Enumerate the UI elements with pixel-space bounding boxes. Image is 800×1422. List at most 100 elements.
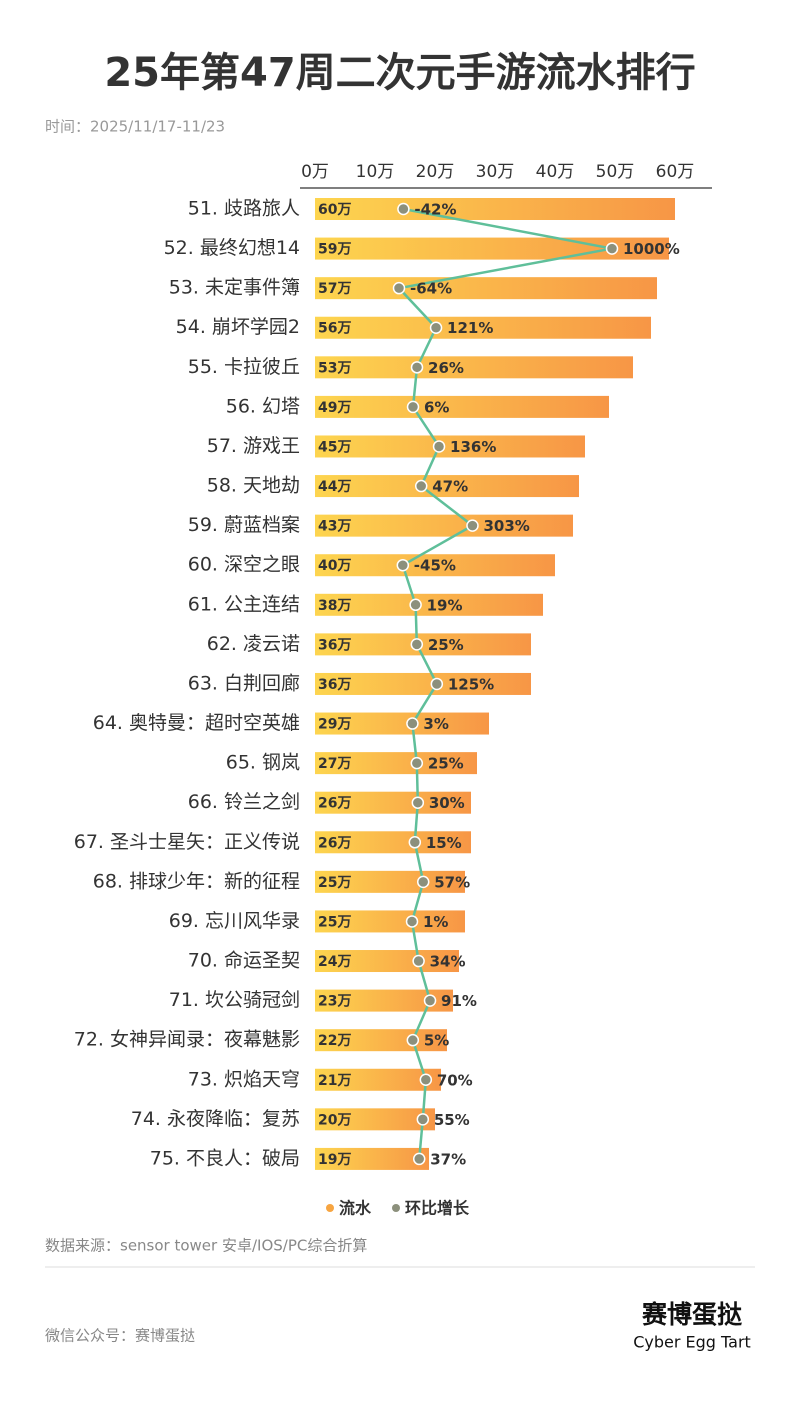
growth-point: [416, 1113, 430, 1126]
bar: [315, 831, 471, 854]
x-tick-label: 20万: [416, 162, 455, 182]
growth-point: [432, 440, 446, 453]
x-tick-label: 40万: [536, 162, 575, 182]
bar: [315, 475, 579, 498]
bar-value-label: 36万: [318, 677, 351, 693]
growth-label: 136%: [450, 438, 496, 456]
growth-label: 70%: [437, 1071, 473, 1089]
legend-label: 环比增长: [405, 1199, 470, 1218]
y-tick-label: 54. 崩坏学园2: [176, 316, 300, 338]
growth-point: [392, 281, 406, 295]
y-tick-label: 59. 蔚蓝档案: [188, 514, 300, 536]
y-tick-label: 64. 奥特曼：超时空英雄: [93, 712, 300, 734]
bar-value-label: 38万: [318, 598, 351, 614]
bar: [315, 870, 465, 893]
account: 微信公众号：赛博蛋挞: [45, 1327, 195, 1345]
legend-marker: [392, 1204, 400, 1212]
growth-point: [406, 1033, 420, 1047]
y-tick-label: 74. 永夜降临：复苏: [131, 1108, 300, 1130]
y-tick-label: 57. 游戏王: [207, 435, 300, 457]
bar-value-label: 56万: [318, 321, 351, 337]
bar-value-label: 43万: [318, 519, 351, 535]
bar-value-label: 49万: [318, 400, 351, 416]
y-tick-label: 75. 不良人：破局: [150, 1147, 300, 1169]
growth-label: 57%: [434, 873, 470, 891]
bar-value-label: 59万: [318, 242, 351, 258]
growth-point: [412, 954, 425, 968]
bar: [315, 1068, 441, 1091]
y-tick-label: 66. 铃兰之剑: [188, 791, 300, 813]
growth-label: 26%: [428, 359, 464, 377]
y-tick-label: 72. 女神异闻录：夜幕魅影: [74, 1029, 300, 1051]
growth-point: [410, 756, 424, 770]
growth-point: [466, 519, 479, 532]
growth-label: 1000%: [623, 240, 680, 258]
y-tick-label: 51. 歧路旅人: [188, 198, 300, 220]
growth-label: -45%: [414, 557, 456, 575]
growth-label: 55%: [434, 1111, 470, 1129]
bar: [315, 910, 465, 933]
bar: [315, 356, 633, 379]
y-tick-label: 70. 命运圣契: [188, 950, 300, 972]
y-tick-label: 73. 炽焰天穹: [188, 1068, 300, 1090]
bar-value-label: 19万: [318, 1152, 351, 1168]
x-tick-label: 30万: [476, 162, 515, 182]
y-tick-label: 60. 深空之眼: [188, 554, 300, 576]
growth-point: [406, 717, 419, 730]
growth-label: 6%: [424, 398, 449, 416]
y-tick-label: 61. 公主连结: [188, 593, 300, 615]
growth-label: 25%: [428, 755, 464, 773]
x-tick-label: 0万: [301, 162, 329, 182]
bar: [315, 435, 585, 458]
y-tick-label: 69. 忘川风华录: [169, 910, 300, 932]
source: 数据来源：sensor tower 安卓/IOS/PC综合折算: [45, 1237, 367, 1255]
bar: [315, 277, 657, 300]
bar: [315, 989, 453, 1012]
bar: [315, 712, 489, 735]
bar-value-label: 27万: [318, 756, 351, 772]
growth-label: -64%: [410, 280, 452, 298]
x-tick-label: 10万: [356, 162, 395, 182]
growth-label: 303%: [483, 517, 529, 535]
y-tick-label: 52. 最终幻想14: [164, 237, 300, 259]
bar-value-label: 26万: [318, 835, 351, 851]
growth-label: 30%: [429, 794, 465, 812]
growth-point: [423, 994, 437, 1007]
growth-point: [396, 558, 410, 572]
y-tick-label: 68. 排球少年：新的征程: [93, 870, 300, 892]
growth-point: [605, 242, 619, 255]
growth-label: 34%: [430, 953, 466, 971]
x-tick-label: 60万: [656, 162, 695, 182]
bar-value-label: 26万: [318, 796, 351, 812]
bar: [315, 950, 459, 973]
growth-label: 37%: [430, 1150, 466, 1168]
y-tick-label: 71. 坎公骑冠剑: [169, 989, 300, 1011]
growth-point: [410, 361, 424, 374]
y-tick-label: 58. 天地劫: [207, 475, 300, 497]
growth-point: [411, 796, 425, 809]
bar: [315, 752, 477, 775]
growth-label: 25%: [428, 636, 464, 654]
bar: [315, 395, 609, 418]
x-tick-label: 50万: [596, 162, 635, 182]
y-tick-label: 62. 凌云诺: [207, 633, 300, 655]
growth-point: [406, 400, 420, 414]
y-tick-label: 55. 卡拉彼丘: [188, 356, 300, 378]
brand-en: Cyber Egg Tart: [633, 1333, 751, 1352]
growth-label: 91%: [441, 992, 477, 1010]
bar: [315, 672, 531, 695]
y-tick-label: 63. 白荆回廊: [188, 672, 300, 694]
bar-value-label: 40万: [318, 558, 351, 574]
bar-value-label: 60万: [318, 202, 351, 218]
bar: [315, 593, 543, 616]
growth-label: 19%: [427, 596, 463, 614]
bar-value-label: 29万: [318, 717, 351, 733]
growth-label: 125%: [448, 675, 494, 693]
bar-value-label: 36万: [318, 637, 351, 653]
growth-label: 1%: [423, 913, 448, 931]
chart-title: 25年第47周二次元手游流水排行: [104, 50, 695, 96]
bar-value-label: 20万: [318, 1112, 351, 1128]
growth-point: [419, 1073, 433, 1087]
bar-value-label: 53万: [318, 360, 351, 376]
